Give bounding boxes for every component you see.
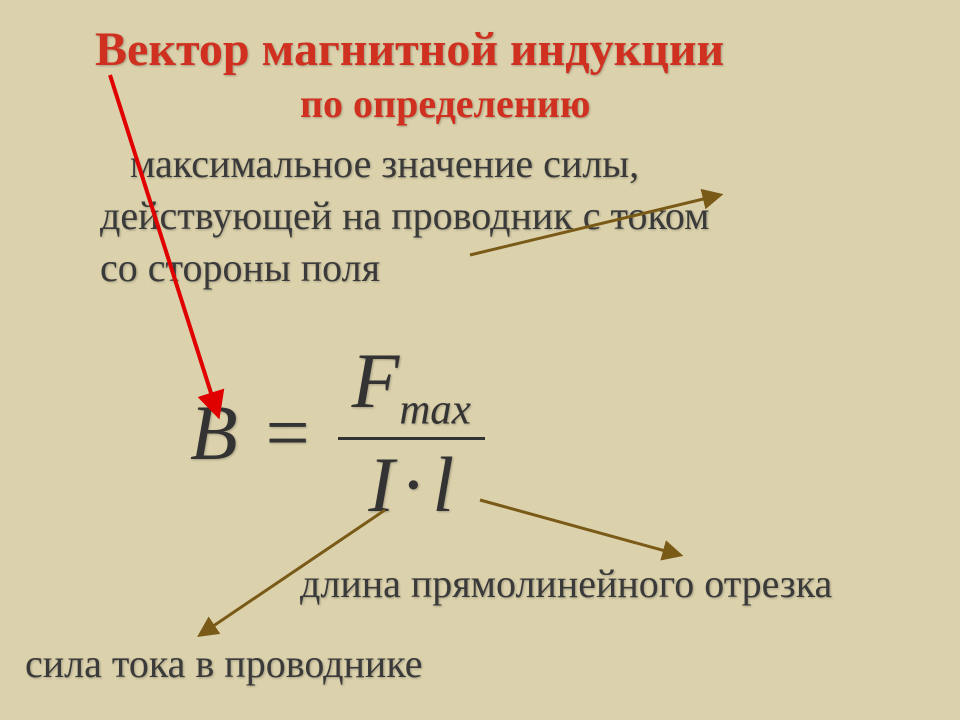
- formula-B: B: [190, 388, 238, 478]
- title-line-2: по определению: [300, 80, 590, 127]
- title-line-1: Вектор магнитной индукции: [95, 22, 724, 77]
- formula-dot: ·: [394, 441, 432, 528]
- desc-force-line-2: действующей на проводник с током: [100, 192, 709, 239]
- slide-canvas: Вектор магнитной индукции по определению…: [0, 0, 960, 720]
- desc-force-line-3: со стороны поля: [100, 244, 380, 291]
- formula-F: F: [352, 337, 400, 424]
- desc-length: длина прямолинейного отрезка: [300, 560, 832, 607]
- formula-bar: [338, 437, 485, 440]
- formula-I: I: [368, 441, 394, 528]
- formula-F-sub: max: [399, 387, 470, 434]
- formula-equals: =: [266, 388, 310, 478]
- formula-fraction: Fmax I·l: [338, 340, 485, 526]
- formula-numerator: Fmax: [338, 340, 485, 433]
- formula-l: l: [432, 441, 454, 528]
- formula-denominator: I·l: [354, 444, 468, 526]
- desc-current: сила тока в проводнике: [25, 640, 423, 687]
- desc-force-line-1: максимальное значение силы,: [130, 140, 639, 187]
- formula: B = Fmax I·l: [190, 340, 485, 526]
